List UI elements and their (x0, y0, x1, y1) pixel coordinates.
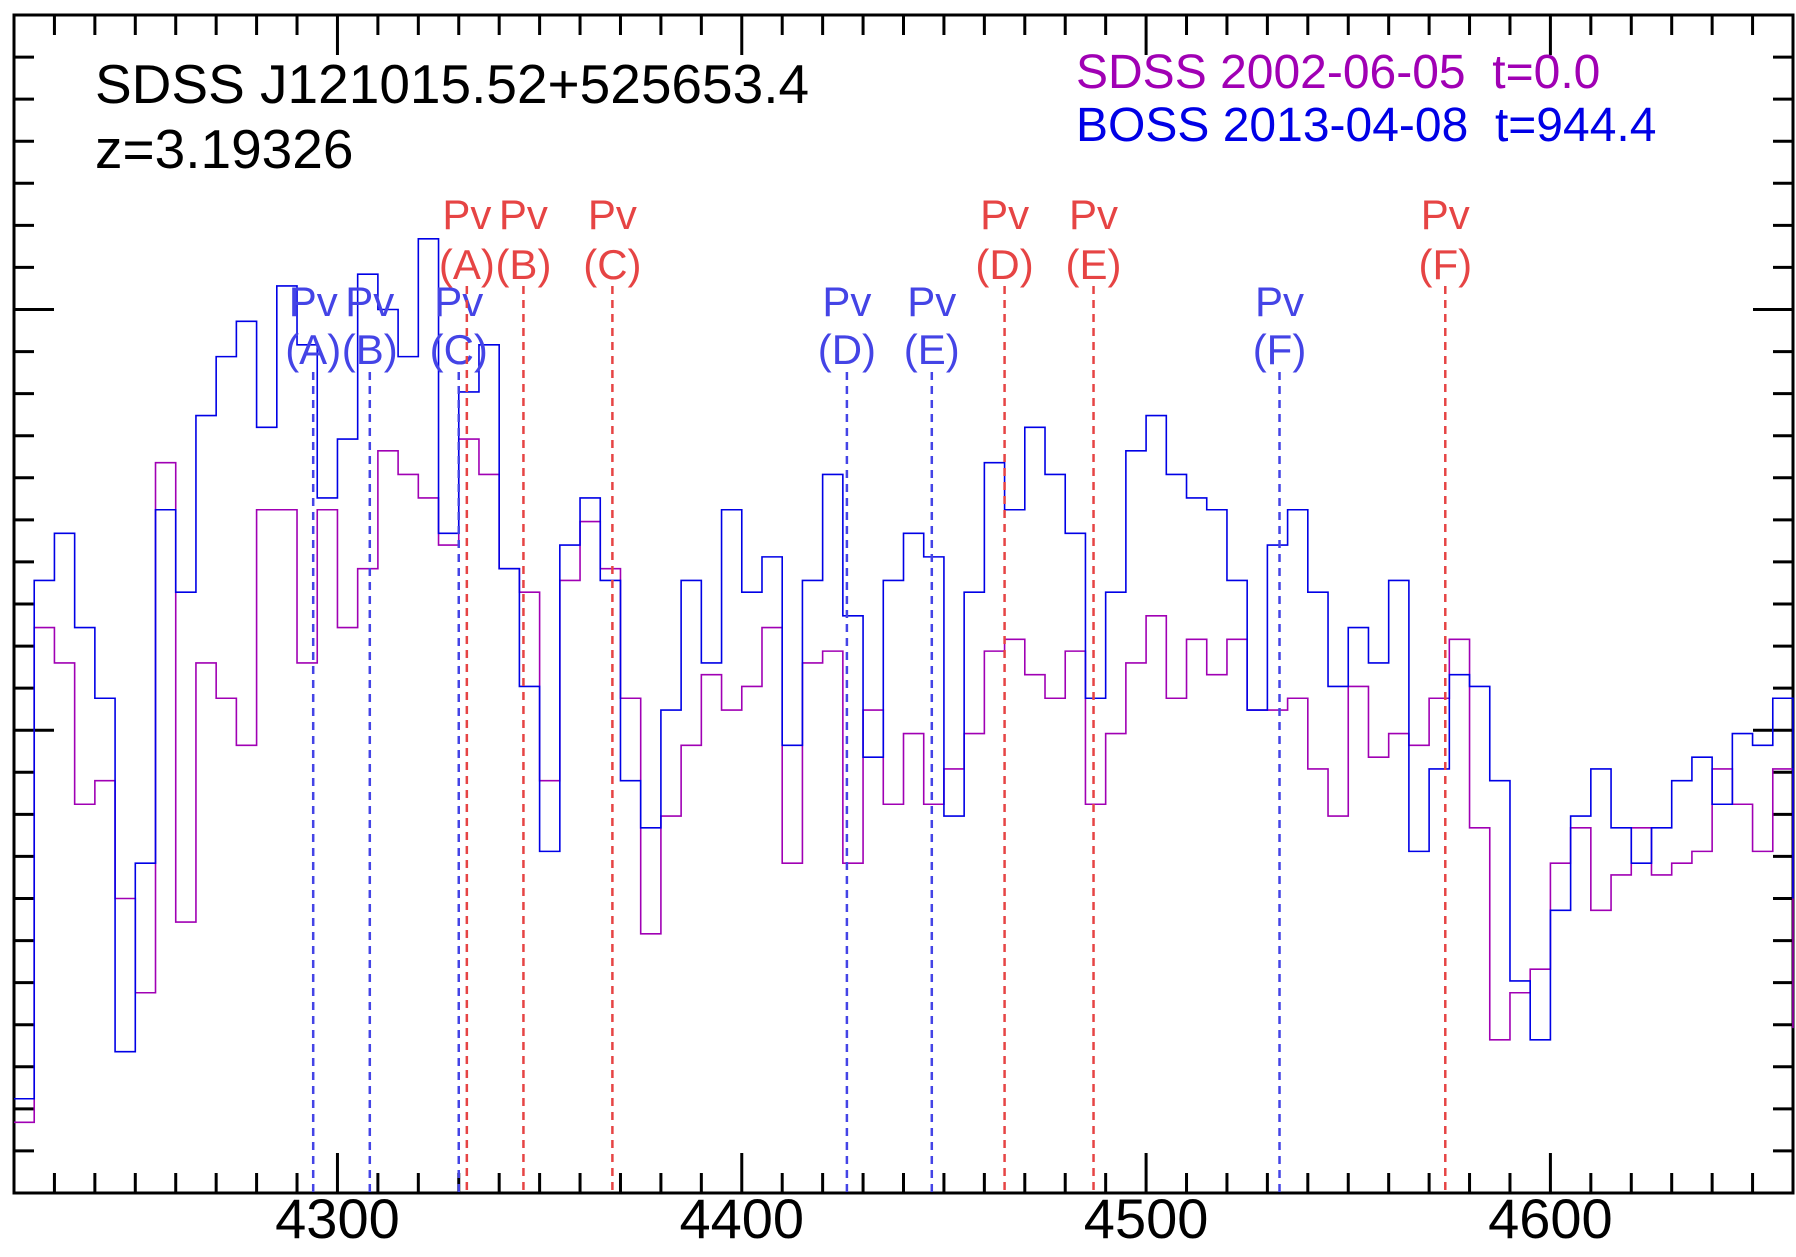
x-tick-label: 4500 (1084, 1187, 1209, 1250)
marker-label: Pv (345, 278, 394, 325)
legend-entry-boss: BOSS 2013-04-08 t=944.4 (1076, 99, 1656, 152)
marker-sublabel: (F) (1253, 326, 1307, 373)
legend-t: t=944.4 (1495, 99, 1656, 152)
annotation-layer: Pv(A)Pv(B)Pv(C)Pv(D)Pv(E)Pv(F)Pv(A)Pv(B)… (285, 191, 1472, 1193)
series-line-2 (14, 238, 1794, 1100)
legend-date: 2002-06-05 (1220, 46, 1466, 99)
x-tick-labels: 4300 4400 4500 4600 (275, 1187, 1613, 1250)
marker-sublabel: (C) (583, 241, 641, 288)
series-line-1 (14, 438, 1794, 1124)
marker-sublabel: (E) (904, 326, 960, 373)
chart-title: SDSS J121015.52+525653.4 (95, 53, 809, 115)
x-tick-label: 4600 (1488, 1187, 1613, 1250)
marker-sublabel: (D) (975, 241, 1033, 288)
legend-entry-sdss: SDSS 2002-06-05 t=0.0 (1076, 46, 1600, 99)
legend-survey: BOSS (1076, 99, 1209, 152)
marker-sublabel: (E) (1066, 241, 1122, 288)
marker-sublabel: (B) (342, 326, 398, 373)
x-tick-label: 4300 (275, 1187, 400, 1250)
marker-sublabel: (C) (430, 326, 488, 373)
marker-label: Pv (980, 191, 1029, 238)
marker-label: Pv (1421, 191, 1470, 238)
legend-date: 2013-04-08 (1223, 99, 1469, 152)
marker-label: Pv (289, 278, 338, 325)
series-layer (14, 238, 1794, 1124)
marker-label: Pv (822, 278, 871, 325)
marker-sublabel: (D) (818, 326, 876, 373)
x-tick-label: 4400 (679, 1187, 804, 1250)
marker-label: Pv (1069, 191, 1118, 238)
axis-ticks (14, 15, 1793, 1193)
marker-sublabel: (B) (495, 241, 551, 288)
marker-sublabel: (A) (285, 326, 341, 373)
marker-label: Pv (442, 191, 491, 238)
plot-frame (12, 13, 1795, 1195)
marker-label: Pv (1255, 278, 1304, 325)
marker-sublabel: (A) (439, 241, 495, 288)
legend-t: t=0.0 (1492, 46, 1600, 99)
marker-sublabel: (F) (1418, 241, 1472, 288)
marker-label: Pv (434, 278, 483, 325)
marker-label: Pv (499, 191, 548, 238)
marker-label: Pv (588, 191, 637, 238)
marker-label: Pv (907, 278, 956, 325)
chart-subtitle: z=3.19326 (95, 118, 353, 180)
legend-survey: SDSS (1076, 46, 1207, 99)
